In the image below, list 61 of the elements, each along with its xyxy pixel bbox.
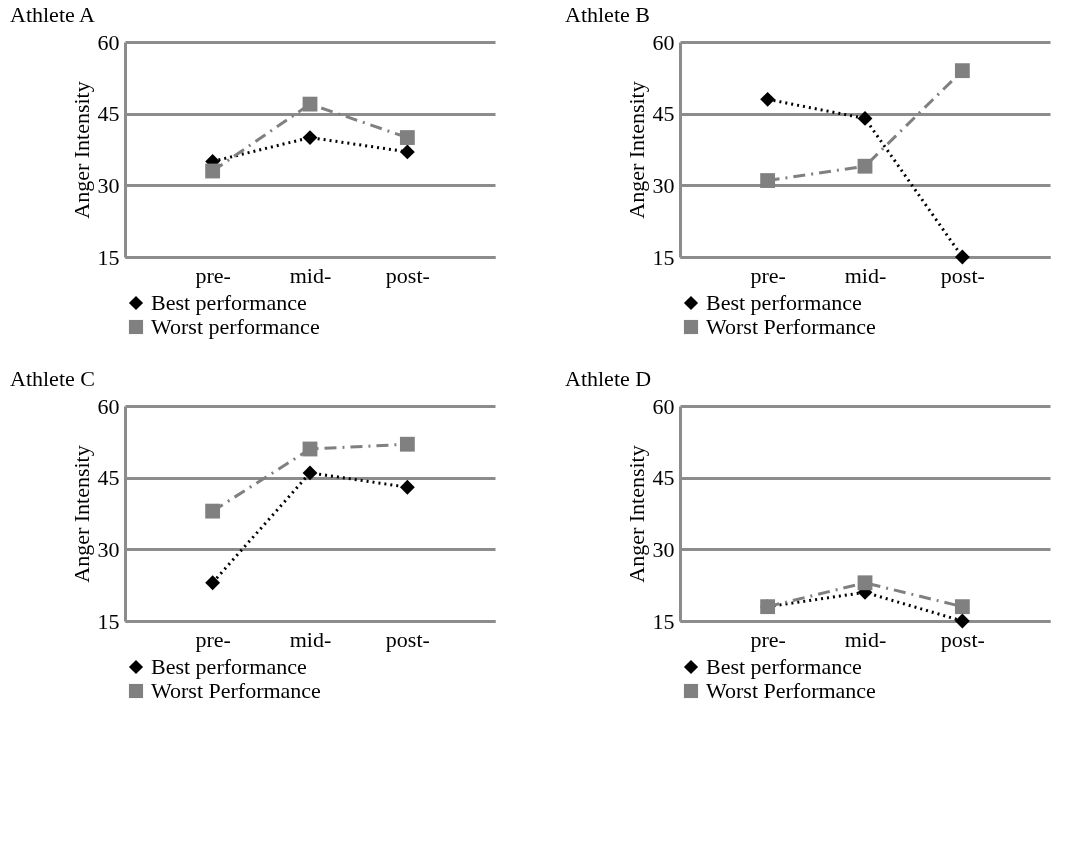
point <box>954 249 970 265</box>
y-tick-label: 45 <box>652 465 675 491</box>
y-tick-label: 45 <box>97 101 120 127</box>
point <box>399 479 415 495</box>
point <box>760 173 776 188</box>
y-tick-label: 60 <box>652 393 675 419</box>
x-tick-label: post- <box>940 626 985 652</box>
point <box>857 158 873 174</box>
point <box>399 130 415 145</box>
legend-label: Best performance <box>706 290 862 315</box>
point <box>954 599 970 615</box>
point <box>857 575 873 591</box>
legend-label: Worst Performance <box>151 678 321 703</box>
x-tick-label: mid- <box>844 626 887 652</box>
legend-label: Worst Performance <box>706 314 876 339</box>
point <box>302 96 318 112</box>
legend-label: Best performance <box>151 290 307 315</box>
y-tick-label: 30 <box>97 536 120 562</box>
x-tick-label: pre- <box>195 626 231 652</box>
x-tick-label: pre- <box>750 626 786 652</box>
x-tick-label: post- <box>385 262 430 288</box>
x-tick-label: pre- <box>750 262 786 288</box>
y-tick-label: 45 <box>97 465 120 491</box>
point <box>205 503 221 519</box>
point <box>205 163 221 179</box>
chart-title: Athlete C <box>10 366 95 391</box>
y-axis-title: Anger Intensity <box>623 445 649 583</box>
y-axis-title: Anger Intensity <box>68 81 94 219</box>
legend-label: Best performance <box>706 654 862 679</box>
y-tick-label: 15 <box>652 244 675 270</box>
x-tick-label: post- <box>385 626 430 652</box>
legend-label: Worst performance <box>151 314 320 339</box>
y-tick-label: 60 <box>97 29 120 55</box>
y-tick-label: 30 <box>652 172 675 198</box>
y-tick-label: 45 <box>652 101 675 127</box>
chart-title: Athlete B <box>565 2 650 27</box>
point <box>954 63 970 79</box>
y-tick-label: 15 <box>97 244 120 270</box>
y-tick-label: 15 <box>652 608 675 634</box>
point <box>760 91 776 107</box>
y-axis-title: Anger Intensity <box>623 81 649 219</box>
legend-label: Worst Performance <box>706 678 876 703</box>
chart-title: Athlete D <box>565 366 652 391</box>
point <box>205 575 221 591</box>
y-tick-label: 60 <box>97 393 120 419</box>
y-tick-label: 30 <box>652 536 675 562</box>
y-tick-label: 15 <box>97 608 120 634</box>
x-tick-label: mid- <box>844 262 887 288</box>
point <box>954 613 970 629</box>
point <box>399 144 415 160</box>
y-axis-title: Anger Intensity <box>68 445 94 583</box>
y-tick-label: 30 <box>97 172 120 198</box>
x-tick-label: mid- <box>289 262 332 288</box>
point <box>302 465 318 481</box>
legend-label: Best performance <box>151 654 307 679</box>
y-tick-label: 60 <box>652 29 675 55</box>
point <box>399 436 415 452</box>
x-tick-label: pre- <box>195 262 231 288</box>
x-tick-label: mid- <box>289 626 332 652</box>
chart-title: Athlete A <box>10 2 96 27</box>
x-tick-label: post- <box>940 262 985 288</box>
